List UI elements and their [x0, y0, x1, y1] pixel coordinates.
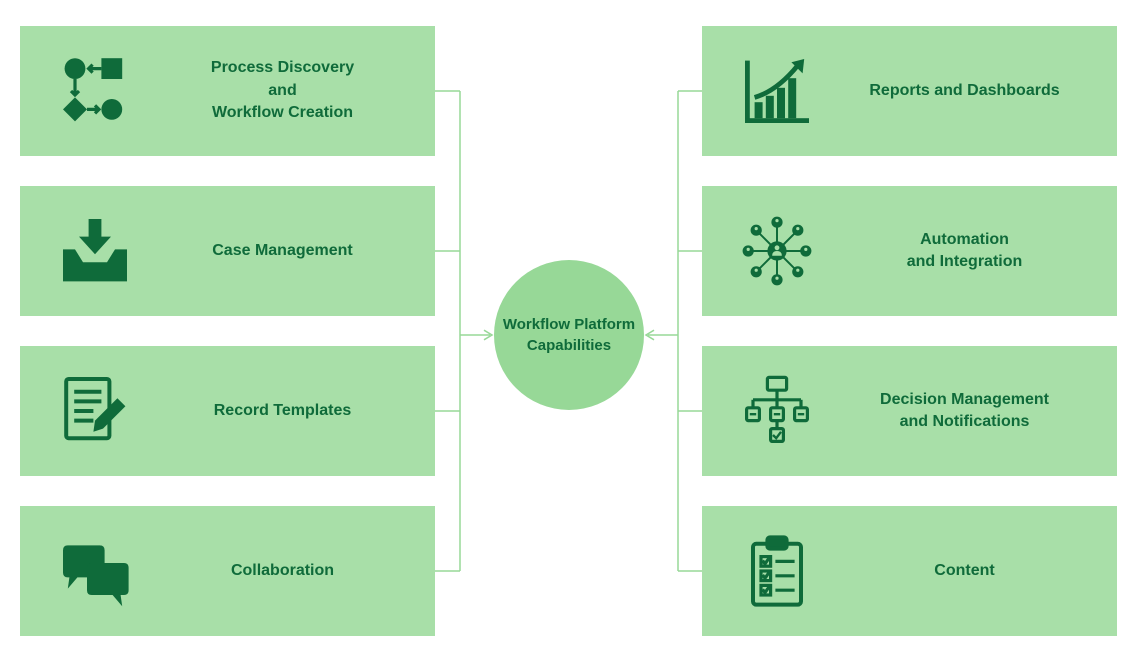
capability-decision-notifications: Decision Management and Notifications [702, 346, 1117, 476]
workflow-capabilities-diagram: Process Discovery and Workflow Creation … [0, 0, 1138, 670]
capability-case-management: Case Management [20, 186, 435, 316]
bar-chart-growth-icon [722, 26, 832, 156]
chat-bubbles-icon [40, 506, 150, 636]
capability-label: Case Management [150, 240, 415, 262]
capability-label: Content [832, 560, 1097, 582]
capability-collaboration: Collaboration [20, 506, 435, 636]
inbox-download-icon [40, 186, 150, 316]
capability-reports-dashboards: Reports and Dashboards [702, 26, 1117, 156]
document-pencil-icon [40, 346, 150, 476]
capability-label: Collaboration [150, 560, 415, 582]
capability-automation-integration: Automation and Integration [702, 186, 1117, 316]
flowchart-icon [40, 26, 150, 156]
capability-process-discovery: Process Discovery and Workflow Creation [20, 26, 435, 156]
capability-label: Automation and Integration [832, 229, 1097, 274]
capability-label: Record Templates [150, 400, 415, 422]
capability-record-templates: Record Templates [20, 346, 435, 476]
capability-content: Content [702, 506, 1117, 636]
capability-label: Reports and Dashboards [832, 80, 1097, 102]
network-nodes-icon [722, 186, 832, 316]
center-hub: Workflow Platform Capabilities [494, 260, 644, 410]
clipboard-check-icon [722, 506, 832, 636]
center-label: Workflow Platform Capabilities [503, 314, 635, 356]
org-chart-icon [722, 346, 832, 476]
capability-label: Process Discovery and Workflow Creation [150, 57, 415, 124]
capability-label: Decision Management and Notifications [832, 389, 1097, 434]
